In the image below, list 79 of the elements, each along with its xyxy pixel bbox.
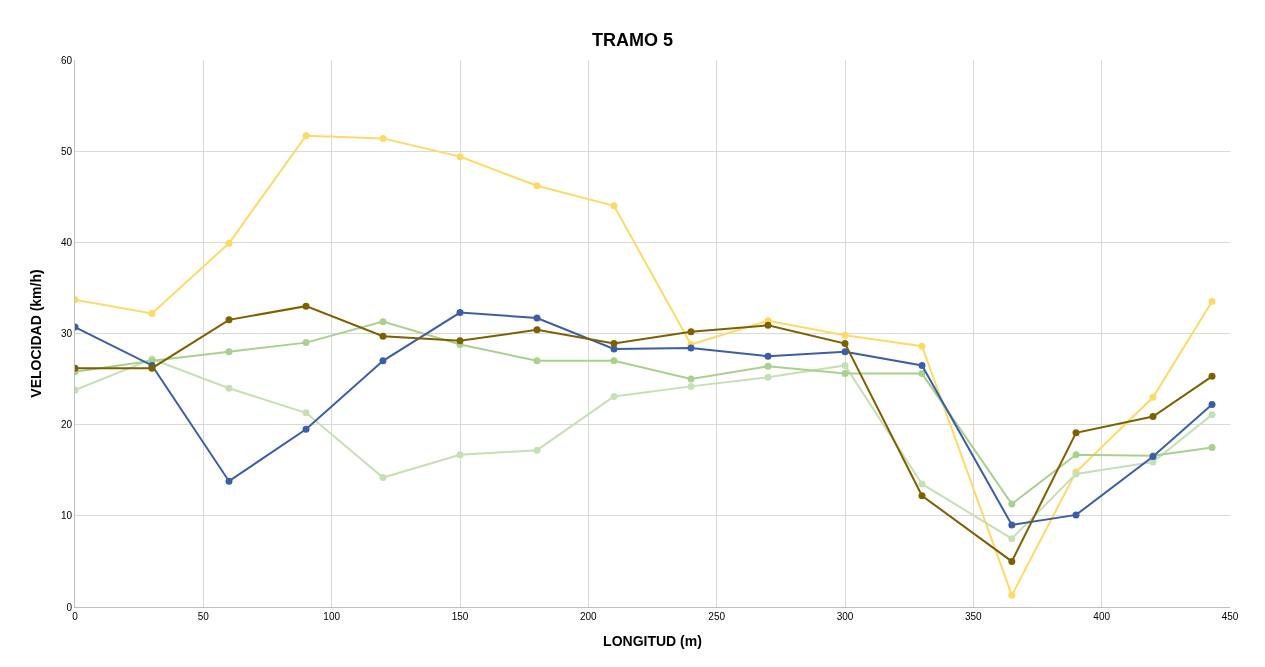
- point: [610, 340, 618, 348]
- point: [1208, 298, 1216, 306]
- point: [1072, 429, 1080, 437]
- point: [1149, 412, 1157, 420]
- point: [918, 492, 926, 500]
- point: [841, 340, 849, 348]
- y-tick-label: 50: [60, 145, 73, 157]
- y-tick-label: 30: [60, 328, 73, 339]
- point: [379, 357, 387, 365]
- point: [1072, 511, 1080, 519]
- point: [610, 202, 618, 210]
- x-tick-label: 50: [197, 611, 210, 622]
- point: [302, 409, 310, 417]
- point: [764, 373, 772, 381]
- point: [225, 384, 233, 392]
- x-axis-title: LONGITUD (m): [603, 633, 702, 650]
- x-tick-label: 450: [1221, 611, 1239, 622]
- point: [225, 239, 233, 247]
- point: [1072, 451, 1080, 459]
- point: [1208, 372, 1216, 380]
- point: [533, 326, 541, 334]
- point: [533, 357, 541, 365]
- point: [1008, 521, 1016, 529]
- point: [456, 451, 464, 459]
- x-tick-label: 350: [964, 611, 983, 622]
- point: [687, 328, 695, 336]
- point: [764, 362, 772, 370]
- y-tick-label: 0: [66, 601, 73, 613]
- point: [1208, 443, 1216, 451]
- point: [456, 153, 464, 161]
- point: [379, 332, 387, 340]
- point: [379, 134, 387, 142]
- point: [379, 474, 387, 482]
- point: [918, 480, 926, 488]
- point: [918, 361, 926, 369]
- x-tick-label: 150: [451, 611, 469, 622]
- point: [841, 361, 849, 369]
- point: [225, 348, 233, 356]
- y-tick-label: 20: [60, 419, 73, 431]
- point: [1208, 411, 1216, 419]
- chart-title: TRAMO 5: [592, 29, 673, 50]
- x-tick-label: 300: [836, 611, 854, 622]
- y-tick-label: 10: [60, 510, 73, 522]
- point: [687, 344, 695, 352]
- point: [687, 375, 695, 383]
- point: [1008, 557, 1016, 565]
- point: [841, 331, 849, 339]
- x-tick-label: 200: [579, 611, 598, 622]
- point: [610, 357, 618, 365]
- point: [302, 302, 310, 310]
- point: [533, 182, 541, 190]
- x-tick-label: 400: [1093, 611, 1111, 622]
- point: [302, 339, 310, 347]
- point: [918, 370, 926, 378]
- point: [225, 316, 233, 324]
- point: [841, 370, 849, 378]
- point: [687, 382, 695, 390]
- x-tick-label: 250: [708, 611, 726, 622]
- point: [225, 477, 233, 485]
- point: [1008, 535, 1016, 543]
- point: [610, 392, 618, 400]
- y-tick-label: 40: [60, 236, 73, 248]
- point: [764, 321, 772, 329]
- x-tick-label: 100: [323, 611, 341, 622]
- point: [764, 352, 772, 360]
- point: [456, 309, 464, 317]
- point: [1008, 500, 1016, 508]
- point: [1149, 393, 1157, 401]
- y-axis-title: VELOCIDAD (km/h): [28, 269, 45, 398]
- y-tick-label: 60: [60, 54, 73, 66]
- point: [1008, 591, 1016, 599]
- point: [918, 342, 926, 350]
- point: [533, 446, 541, 454]
- point: [379, 318, 387, 326]
- point: [1208, 401, 1216, 409]
- point: [148, 309, 156, 317]
- point: [533, 314, 541, 322]
- point: [302, 425, 310, 433]
- point: [302, 132, 310, 140]
